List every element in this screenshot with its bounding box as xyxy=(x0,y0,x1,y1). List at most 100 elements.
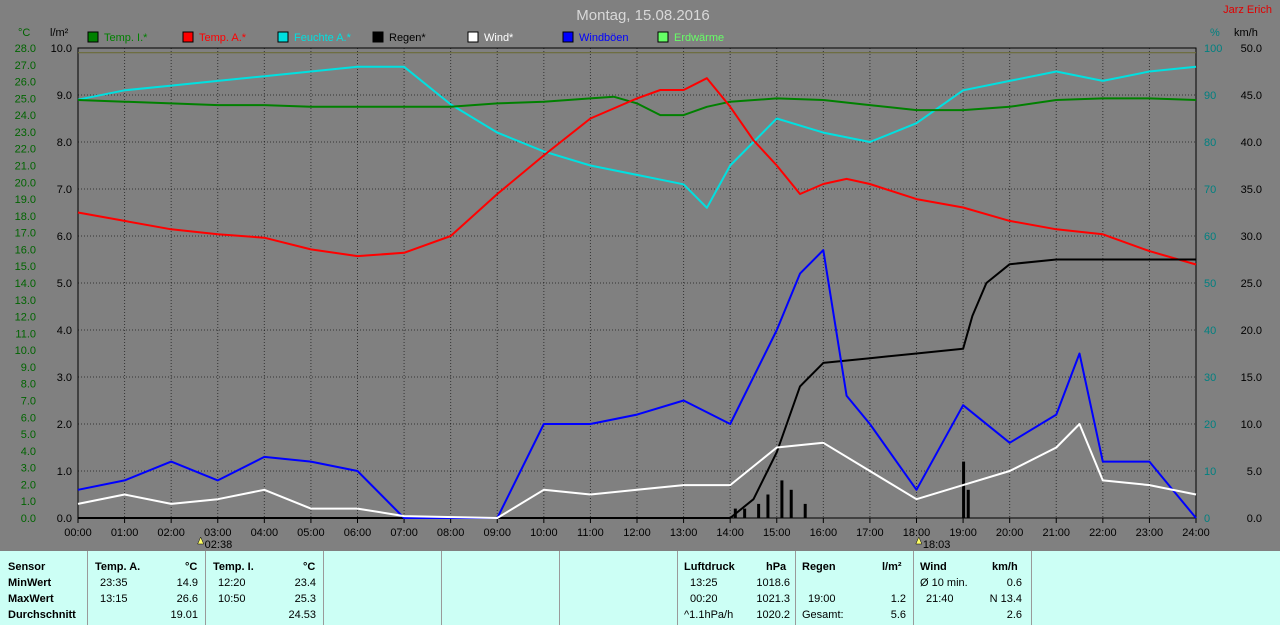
durchschnitt-label: Durchschnitt xyxy=(8,609,76,621)
temp-tick-label: 16.0 xyxy=(15,244,36,256)
temp-i-max: 25.3 xyxy=(294,593,316,605)
rain-tick-label: 6.0 xyxy=(57,231,72,243)
temp-tick-label: 3.0 xyxy=(21,463,36,475)
rain-bar xyxy=(757,503,761,518)
temp-i-min: 23.4 xyxy=(294,577,316,589)
divider xyxy=(913,551,914,625)
pressure-min-time: 13:25 xyxy=(690,577,718,589)
divider xyxy=(441,551,442,625)
rain-bar xyxy=(743,508,747,518)
rain-tick-label: 4.0 xyxy=(57,325,72,337)
chart-title: Montag, 15.08.2016 xyxy=(576,7,709,24)
pressure-header: Luftdruck xyxy=(684,561,735,573)
wind-tick-label: 25.0 xyxy=(1241,278,1262,290)
sensor-header: Sensor xyxy=(8,561,46,573)
sunset-label: 18:03 xyxy=(923,539,951,551)
pressure-max-time: 00:20 xyxy=(690,593,718,605)
humidity-tick-label: 40 xyxy=(1204,325,1216,337)
series-windb-en xyxy=(77,249,1197,519)
rain-unit-label: l/m² xyxy=(50,27,69,39)
legend-swatch xyxy=(87,31,99,43)
temp-a-max: 26.6 xyxy=(176,593,198,605)
maxwert-label: MaxWert xyxy=(8,593,54,605)
grid xyxy=(77,47,1197,519)
temp-i-avg: 24.53 xyxy=(288,609,316,621)
temp-tick-label: 9.0 xyxy=(21,362,36,374)
legend-swatch xyxy=(467,31,479,43)
temp-tick-label: 25.0 xyxy=(15,93,36,105)
temp-tick-label: 21.0 xyxy=(15,161,36,173)
temp-tick-label: 28.0 xyxy=(15,43,36,55)
legend-label: Temp. I.* xyxy=(104,32,148,44)
temp-tick-label: 14.0 xyxy=(15,278,36,290)
legend-label: Wind* xyxy=(484,32,514,44)
right-unit-wind: km/h xyxy=(1234,27,1258,39)
legend-swatch xyxy=(182,31,194,43)
wind-tick-label: 15.0 xyxy=(1241,372,1262,384)
x-tick-label: 20:00 xyxy=(996,527,1024,539)
pressure-trend: ^1.1hPa/h xyxy=(684,609,734,621)
divider xyxy=(87,551,88,625)
wind-header: Wind xyxy=(920,561,947,573)
rain-total-label: Gesamt: xyxy=(802,609,844,621)
x-tick-label: 02:00 xyxy=(157,527,185,539)
x-tick-label: 22:00 xyxy=(1089,527,1117,539)
legend-label: Feuchte A.* xyxy=(294,32,352,44)
temp-tick-label: 1.0 xyxy=(21,496,36,508)
temp-tick-label: 26.0 xyxy=(15,77,36,89)
temp-tick-label: 20.0 xyxy=(15,177,36,189)
x-tick-label: 15:00 xyxy=(763,527,791,539)
temp-tick-label: 7.0 xyxy=(21,396,36,408)
wind-current: 2.6 xyxy=(1006,609,1022,621)
temp-tick-label: 11.0 xyxy=(15,328,36,340)
temp-tick-label: 24.0 xyxy=(15,110,36,122)
wind-avg: 0.6 xyxy=(1006,577,1022,589)
legend-swatch xyxy=(372,31,384,43)
legend-label: Erdwärme xyxy=(674,32,724,44)
temp-tick-label: 17.0 xyxy=(15,228,36,240)
humidity-tick-label: 80 xyxy=(1204,137,1216,149)
wind-tick-label: 35.0 xyxy=(1241,184,1262,196)
humidity-tick-label: 60 xyxy=(1204,231,1216,243)
axis-ticks: 00:00 01:00 02:00 03:00 04:00 05:00 06:00 07:00… xyxy=(15,43,1262,539)
x-tick-label: 21:00 xyxy=(1042,527,1070,539)
humidity-tick-label: 100 xyxy=(1204,43,1222,55)
temp-tick-label: 27.0 xyxy=(15,60,36,72)
series-lines xyxy=(77,52,1197,519)
rain-bar xyxy=(789,489,793,518)
wind-max-time: 21:40 xyxy=(926,593,954,605)
rain-tick-label: 9.0 xyxy=(57,90,72,102)
wind-tick-label: 20.0 xyxy=(1241,325,1262,337)
temp-tick-label: 18.0 xyxy=(15,211,36,223)
x-tick-label: 03:00 xyxy=(204,527,232,539)
temp-tick-label: 15.0 xyxy=(15,261,36,273)
sunrise-icon xyxy=(197,536,205,545)
humidity-tick-label: 90 xyxy=(1204,90,1216,102)
humidity-tick-label: 70 xyxy=(1204,184,1216,196)
rain-bar xyxy=(803,503,807,518)
humidity-tick-label: 30 xyxy=(1204,372,1216,384)
rain-tick-label: 10.0 xyxy=(51,43,72,55)
temp-tick-label: 19.0 xyxy=(15,194,36,206)
rain-bar xyxy=(780,480,784,518)
wind-unit: km/h xyxy=(992,561,1018,573)
right-unit-humidity: % xyxy=(1210,27,1220,39)
temp-a-max-time: 13:15 xyxy=(100,593,128,605)
legend-swatch xyxy=(657,31,669,43)
series-regen xyxy=(78,258,1196,519)
x-tick-label: 14:00 xyxy=(716,527,744,539)
divider xyxy=(677,551,678,625)
pressure-unit: hPa xyxy=(766,561,787,573)
humidity-tick-label: 10 xyxy=(1204,466,1216,478)
temp-i-min-time: 12:20 xyxy=(218,577,246,589)
rain-tick-label: 2.0 xyxy=(57,419,72,431)
temp-tick-label: 0.0 xyxy=(21,513,36,525)
x-tick-label: 17:00 xyxy=(856,527,884,539)
rain-unit: l/m² xyxy=(882,561,902,573)
x-tick-label: 05:00 xyxy=(297,527,325,539)
temp-tick-label: 12.0 xyxy=(15,312,36,324)
wind-tick-label: 40.0 xyxy=(1241,137,1262,149)
rain-tick-label: 3.0 xyxy=(57,372,72,384)
rain-tick-label: 7.0 xyxy=(57,184,72,196)
temp-i-unit: °C xyxy=(303,561,316,573)
